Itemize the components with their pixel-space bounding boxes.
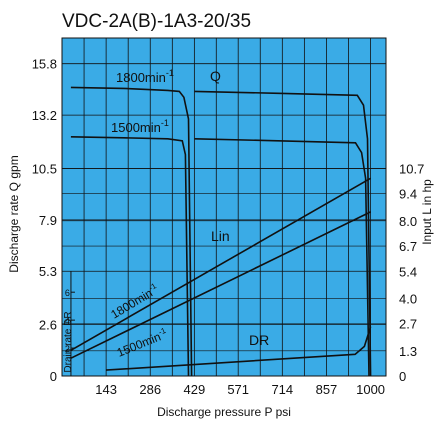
y-tick-label: 15.8 <box>32 57 57 72</box>
x-tick-label: 429 <box>184 382 206 397</box>
y-tick-label: 7.9 <box>39 213 57 228</box>
series-line-3 <box>194 138 370 377</box>
chart-title: VDC-2A(B)-1A3-20/35 <box>62 11 251 32</box>
x-tick-label: 714 <box>271 382 293 397</box>
series-lines <box>70 86 372 377</box>
label-dr: DR <box>249 332 269 348</box>
y-right-tick-label: 6.7 <box>399 239 417 254</box>
drain-ticks: 2 4 6 <box>65 288 75 354</box>
y-right-tick-label: 5.4 <box>399 264 417 279</box>
y-right-tick-label: 2.7 <box>399 317 417 332</box>
drain-tick-label: 2 <box>65 344 70 354</box>
y-ticks: 0 2.6 5.3 7.9 10.5 13.2 15.8 <box>32 57 57 384</box>
x-ticks: 143 286 429 571 714 857 1000 <box>95 382 385 397</box>
x-axis-label: Discharge pressure P psi <box>157 405 291 419</box>
y-right-tick-label: 4.0 <box>399 291 417 306</box>
y-axis-label: Discharge rate Q gpm <box>7 155 21 272</box>
y-tick-label: 2.6 <box>39 318 57 333</box>
y-right-tick-label: 1.3 <box>399 344 417 359</box>
label-q: Q <box>210 68 221 84</box>
x-tick-label: 1000 <box>356 382 385 397</box>
y-right-tick-label: 10.7 <box>399 161 424 176</box>
series-line-5 <box>70 211 371 359</box>
series-line-2 <box>194 90 372 377</box>
x-tick-label: 143 <box>95 382 117 397</box>
y-tick-label: 0 <box>50 369 57 384</box>
y-tick-label: 13.2 <box>32 108 57 123</box>
y-tick-label: 10.5 <box>32 161 57 176</box>
series-line-0 <box>70 86 193 377</box>
y-tick-label: 5.3 <box>39 264 57 279</box>
x-tick-label: 857 <box>316 382 338 397</box>
y-right-tick-label: 9.4 <box>399 187 417 202</box>
series-line-6 <box>106 326 372 371</box>
series-line-4 <box>70 177 371 351</box>
drain-tick-label: 6 <box>65 288 70 298</box>
drain-axis-label: Drain rate DR <box>63 311 74 372</box>
drain-tick-label: 4 <box>65 316 70 326</box>
y-right-tick-label: 0 <box>399 369 406 384</box>
series-line-1 <box>70 136 190 377</box>
label-q-1800: 1800min-1 <box>116 68 174 85</box>
x-tick-label: 286 <box>139 382 161 397</box>
label-q-1500: 1500min-1 <box>111 118 169 135</box>
x-tick-label: 571 <box>227 382 249 397</box>
label-lin: Lin <box>211 228 230 244</box>
y-right-ticks: 0 1.3 2.7 4.0 5.4 6.7 8.0 9.4 10.7 <box>399 161 424 384</box>
y-right-axis-label: Input L in hp <box>420 179 434 245</box>
y-right-tick-label: 8.0 <box>399 214 417 229</box>
